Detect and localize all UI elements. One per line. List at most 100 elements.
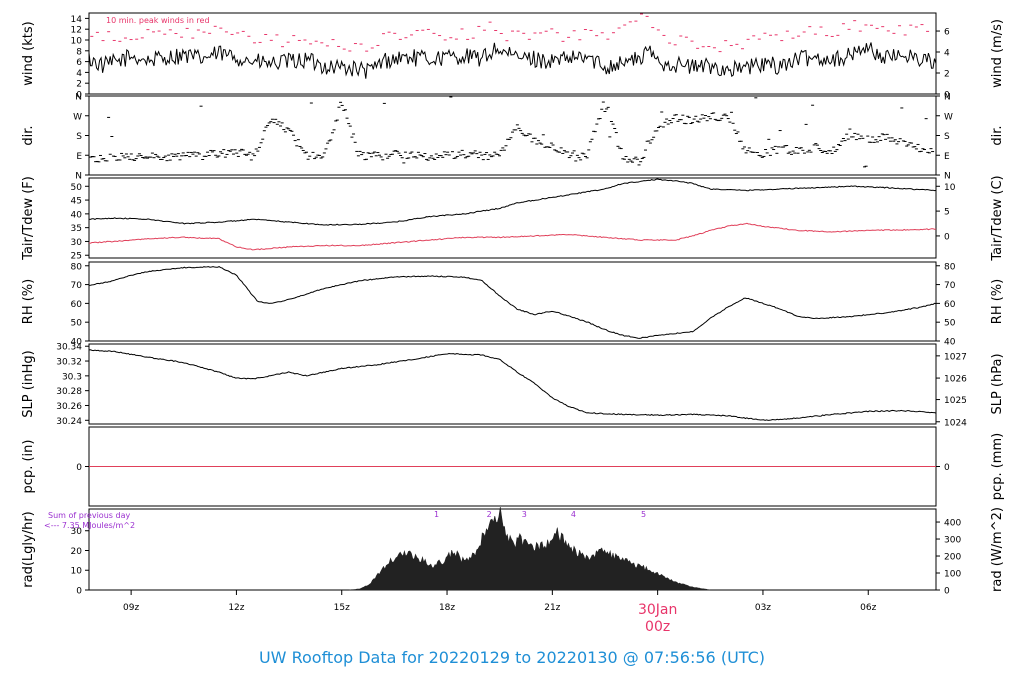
ytick-label-right-wind: 2 bbox=[944, 69, 950, 79]
ytick-label-left-wind: 14 bbox=[71, 15, 83, 25]
ytick-label-left-rh: 70 bbox=[71, 281, 83, 291]
ytick-label-left-rad: 10 bbox=[71, 567, 83, 577]
ytick-label-right-wind: 0 bbox=[944, 91, 950, 101]
ylabel-left-rad: rad(Lgly/hr) bbox=[21, 511, 36, 587]
panel-frame-temp bbox=[88, 177, 937, 259]
ylabel-right-pcp: pcp. (mm) bbox=[990, 433, 1005, 500]
ytick-label-left-slp: 30.32 bbox=[56, 358, 82, 368]
chart-title: UW Rooftop Data for 20220129 to 20220130… bbox=[258, 648, 766, 667]
ytick-label-right-dir: W bbox=[944, 112, 953, 122]
ytick-label-left-rh: 50 bbox=[71, 319, 83, 329]
ytick-label-right-slp: 1024 bbox=[944, 418, 967, 428]
ytick-label-left-rad: 20 bbox=[71, 547, 83, 557]
ylabel-left-slp: SLP (inHg) bbox=[21, 350, 36, 418]
panel-frame-rh bbox=[88, 261, 937, 342]
ytick-label-left-rad: 30 bbox=[71, 527, 83, 537]
ytick-label-left-slp: 30.26 bbox=[56, 402, 82, 412]
ytick-label-right-temp: 10 bbox=[944, 183, 956, 193]
xtick-label: 21z bbox=[544, 603, 560, 613]
ytick-label-right-rh: 80 bbox=[944, 262, 956, 272]
ytick-label-left-temp: 50 bbox=[71, 183, 83, 193]
ytick-label-right-temp: 5 bbox=[944, 208, 950, 218]
ytick-label-left-dir: N bbox=[75, 93, 82, 103]
ytick-label-right-slp: 1026 bbox=[944, 375, 967, 385]
series-rh-rh bbox=[88, 266, 937, 339]
ytick-label-left-wind: 2 bbox=[76, 80, 82, 90]
ytick-label-left-rh: 40 bbox=[71, 338, 83, 348]
ytick-label-left-pcp: 0 bbox=[76, 463, 82, 473]
panel-frame-slp bbox=[88, 343, 937, 425]
ytick-label-left-temp: 45 bbox=[71, 197, 82, 207]
ytick-label-left-wind: 0 bbox=[76, 91, 82, 101]
ytick-label-left-wind: 12 bbox=[71, 26, 82, 36]
radiation-marker: 1 bbox=[434, 510, 439, 519]
ytick-label-right-rad: 400 bbox=[944, 519, 961, 529]
ytick-label-left-temp: 35 bbox=[71, 224, 82, 234]
ytick-label-right-wind: 6 bbox=[944, 28, 950, 38]
ylabel-right-wind: wind (m/s) bbox=[990, 19, 1005, 88]
xtick-label: 06z bbox=[860, 603, 876, 613]
xtick-label: 15z bbox=[334, 603, 350, 613]
xtick-label-date: 30Jan bbox=[638, 602, 677, 618]
ylabel-right-dir: dir. bbox=[990, 125, 1005, 145]
radiation-marker: 4 bbox=[571, 510, 576, 519]
ytick-label-left-dir: E bbox=[76, 152, 82, 162]
ytick-label-left-slp: 30.24 bbox=[56, 417, 82, 427]
ytick-label-right-rh: 50 bbox=[944, 319, 956, 329]
ytick-label-right-slp: 1027 bbox=[944, 352, 967, 362]
xtick-label: 18z bbox=[439, 603, 455, 613]
panel-frame-wind bbox=[88, 12, 937, 95]
ylabel-left-pcp: pcp. (in) bbox=[21, 440, 36, 494]
radiation-marker: 5 bbox=[641, 510, 646, 519]
ytick-label-left-slp: 30.3 bbox=[62, 372, 82, 382]
ytick-label-right-rh: 70 bbox=[944, 281, 956, 291]
radiation-sum-label: Sum of previous day bbox=[48, 511, 130, 520]
ytick-label-right-rad: 200 bbox=[944, 553, 961, 563]
ylabel-left-temp: Tair/Tdew (F) bbox=[21, 176, 36, 261]
ytick-label-right-rad: 0 bbox=[944, 587, 950, 597]
ytick-label-right-rh: 40 bbox=[944, 338, 956, 348]
ytick-label-right-wind: 4 bbox=[944, 48, 950, 58]
ytick-label-right-dir: N bbox=[944, 172, 951, 182]
radiation-marker: 2 bbox=[487, 510, 492, 519]
ytick-label-left-temp: 40 bbox=[71, 210, 83, 220]
radiation-marker: 3 bbox=[522, 510, 527, 519]
xtick-label: 03z bbox=[755, 603, 771, 613]
ytick-label-right-dir: E bbox=[944, 152, 950, 162]
series-temp-air bbox=[88, 178, 937, 226]
ytick-label-left-wind: 10 bbox=[71, 37, 83, 47]
ytick-label-left-wind: 4 bbox=[76, 69, 82, 79]
ylabel-right-rh: RH (%) bbox=[990, 279, 1005, 324]
ytick-label-right-dir: N bbox=[944, 93, 951, 103]
wind-annotation: 10 min. peak winds in red bbox=[106, 16, 210, 25]
ylabel-right-rad: rad (W/m^2) bbox=[990, 507, 1005, 592]
ytick-label-left-rh: 60 bbox=[71, 300, 83, 310]
ytick-label-left-wind: 6 bbox=[76, 58, 82, 68]
ylabel-left-wind: wind (kts) bbox=[21, 21, 36, 85]
ytick-label-left-rad: 0 bbox=[76, 587, 82, 597]
ytick-label-left-rh: 80 bbox=[71, 262, 83, 272]
series-wind-speed bbox=[88, 42, 937, 79]
ytick-label-left-dir: N bbox=[75, 172, 82, 182]
ytick-label-right-pcp: 0 bbox=[944, 463, 950, 473]
ytick-label-left-slp: 30.34 bbox=[56, 343, 82, 353]
ytick-label-right-rh: 60 bbox=[944, 300, 956, 310]
xtick-label: 12z bbox=[228, 603, 244, 613]
ytick-label-left-slp: 30.28 bbox=[56, 387, 82, 397]
ytick-label-right-dir: S bbox=[944, 132, 950, 142]
ytick-label-right-slp: 1025 bbox=[944, 396, 967, 406]
ylabel-right-slp: SLP (hPa) bbox=[990, 353, 1005, 414]
radiation-sum-value: <--- 7.35 MJoules/m^2 bbox=[44, 521, 135, 530]
ytick-label-left-temp: 25 bbox=[71, 252, 82, 262]
ylabel-left-dir: dir. bbox=[21, 125, 36, 145]
xtick-label: 09z bbox=[123, 603, 139, 613]
ylabel-left-rh: RH (%) bbox=[21, 279, 36, 324]
ytick-label-left-dir: W bbox=[73, 112, 82, 122]
series-radiation bbox=[348, 507, 711, 591]
ytick-label-left-temp: 30 bbox=[71, 238, 83, 248]
series-temp-dew bbox=[88, 222, 937, 251]
ytick-label-left-wind: 8 bbox=[76, 47, 82, 57]
ytick-label-left-dir: S bbox=[76, 132, 82, 142]
ytick-label-right-rad: 100 bbox=[944, 570, 961, 580]
